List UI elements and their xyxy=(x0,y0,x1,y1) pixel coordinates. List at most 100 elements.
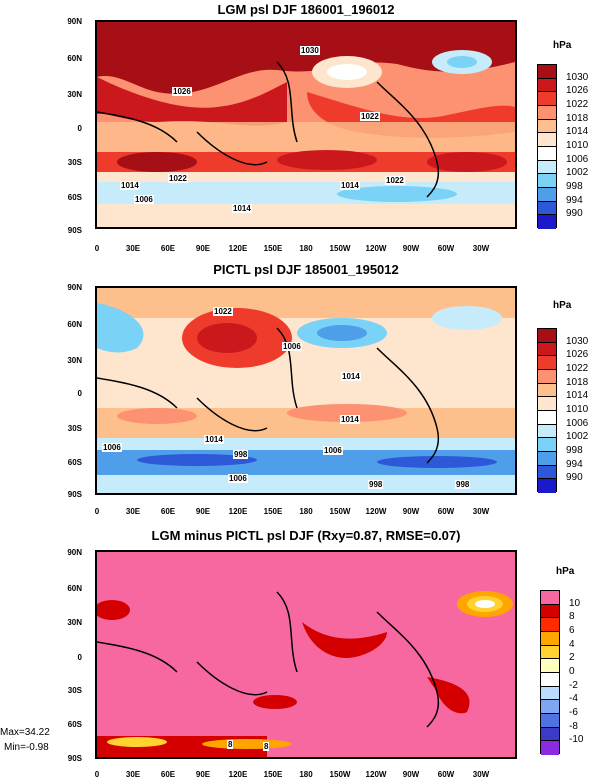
colorbar-label: 990 xyxy=(566,208,583,220)
colorbar-swatch xyxy=(538,201,556,216)
colorbar xyxy=(537,64,557,229)
y-tick: 30S xyxy=(67,424,82,433)
contour-label: 998 xyxy=(455,480,471,489)
contour-label: 1022 xyxy=(385,176,405,185)
x-tick: 150W xyxy=(329,770,351,779)
colorbar-swatch xyxy=(538,105,556,120)
colorbar-label: 6 xyxy=(569,625,575,636)
colorbar-label: 990 xyxy=(566,472,583,484)
y-tick: 0 xyxy=(77,389,82,398)
contour-label: 1014 xyxy=(204,435,224,444)
colorbar-swatch xyxy=(538,215,556,229)
x-tick: 30W xyxy=(472,244,490,253)
colorbar-swatch xyxy=(541,618,559,632)
x-tick: 0 xyxy=(94,507,100,516)
x-tick: 120E xyxy=(228,507,248,516)
x-tick: 0 xyxy=(94,770,100,779)
contour-label: 1006 xyxy=(102,443,122,452)
colorbar-swatch xyxy=(541,645,559,660)
x-tick: 60W xyxy=(437,507,455,516)
colorbar-label: 0 xyxy=(569,666,575,677)
contour-label: 1006 xyxy=(282,342,302,351)
colorbar-label: 1030 xyxy=(566,71,589,83)
colorbar-swatch xyxy=(541,604,559,619)
y-tick: 60S xyxy=(67,458,82,467)
colorbar-label: 1022 xyxy=(566,99,589,110)
contour-label: 1022 xyxy=(168,174,188,183)
y-tick: 30N xyxy=(67,356,82,365)
colorbar-label: 1006 xyxy=(566,417,589,429)
colorbar-label: -2 xyxy=(569,679,578,691)
colorbar-swatch xyxy=(538,65,556,79)
colorbar-unit: hPa xyxy=(553,40,572,51)
contour-label: 1014 xyxy=(340,181,360,190)
y-tick: 60N xyxy=(67,320,82,329)
colorbar-label: 1030 xyxy=(566,335,589,347)
colorbar-swatch xyxy=(538,92,556,106)
colorbar-label: 1010 xyxy=(566,404,589,415)
colorbar-swatch xyxy=(538,356,556,370)
colorbar-swatch xyxy=(538,78,556,93)
colorbar-swatch xyxy=(541,727,559,742)
x-tick: 180 xyxy=(299,244,313,253)
colorbar-swatch xyxy=(541,686,559,701)
contour-label: 1006 xyxy=(323,446,343,455)
colorbar-label: 10 xyxy=(569,597,581,609)
colorbar-swatch xyxy=(538,146,556,161)
colorbar-swatch xyxy=(538,329,556,343)
panel-pictl: PICTL psl DJF 185001_195012 1022 1006 10… xyxy=(0,260,597,520)
y-tick: 0 xyxy=(77,124,82,133)
x-tick: 60W xyxy=(437,770,455,779)
x-tick: 180 xyxy=(299,770,313,779)
panel-title: LGM minus PICTL psl DJF (Rxy=0.87, RMSE=… xyxy=(151,528,461,543)
x-tick: 90E xyxy=(195,244,211,253)
colorbar-label: -10 xyxy=(569,734,584,746)
colorbar-label: 1002 xyxy=(566,431,589,443)
x-tick: 90W xyxy=(402,507,420,516)
colorbar-label: 994 xyxy=(566,458,583,470)
colorbar-swatch xyxy=(538,187,556,202)
colorbar-label: 998 xyxy=(566,181,583,192)
y-tick: 60S xyxy=(67,720,82,729)
y-tick: 60N xyxy=(67,584,82,593)
contour-label: 1026 xyxy=(172,87,192,96)
colorbar-label: 1006 xyxy=(566,153,589,165)
contour-label: 998 xyxy=(233,450,249,459)
x-tick: 150E xyxy=(263,507,283,516)
y-tick: 90S xyxy=(67,490,82,499)
colorbar-label: 1010 xyxy=(566,140,589,151)
colorbar-swatch xyxy=(541,591,559,605)
x-tick: 90E xyxy=(195,507,211,516)
colorbar-label: 998 xyxy=(566,445,583,456)
y-tick: 90S xyxy=(67,754,82,763)
colorbar-unit: hPa xyxy=(556,566,575,577)
x-tick: 90E xyxy=(195,770,211,779)
x-tick: 150E xyxy=(263,244,283,253)
x-tick: 120E xyxy=(228,770,248,779)
colorbar-swatch xyxy=(538,438,556,452)
panel-difference: LGM minus PICTL psl DJF (Rxy=0.87, RMSE=… xyxy=(0,520,597,782)
colorbar-swatch xyxy=(538,451,556,466)
panel-title: PICTL psl DJF 185001_195012 xyxy=(213,262,399,277)
y-tick: 90N xyxy=(67,283,82,292)
colorbar-swatch xyxy=(538,133,556,147)
colorbar-swatch xyxy=(538,397,556,411)
y-tick: 0 xyxy=(77,653,82,662)
y-tick: 90N xyxy=(67,17,82,26)
colorbar-label: 1026 xyxy=(566,85,589,97)
y-tick: 90S xyxy=(67,226,82,235)
x-tick: 60E xyxy=(160,244,176,253)
contour-label: 1014 xyxy=(340,415,360,424)
x-tick: 30W xyxy=(472,507,490,516)
colorbar-swatch xyxy=(538,479,556,493)
x-tick: 0 xyxy=(94,244,100,253)
colorbar-label: 1026 xyxy=(566,349,589,361)
colorbar-label: 1018 xyxy=(566,376,589,388)
y-tick: 60N xyxy=(67,54,82,63)
colorbar xyxy=(537,328,557,493)
colorbar-swatch xyxy=(538,119,556,134)
x-tick: 150W xyxy=(329,244,351,253)
stat-max: Max=34.22 xyxy=(0,727,50,738)
x-tick: 60E xyxy=(160,507,176,516)
colorbar-swatch xyxy=(538,174,556,188)
